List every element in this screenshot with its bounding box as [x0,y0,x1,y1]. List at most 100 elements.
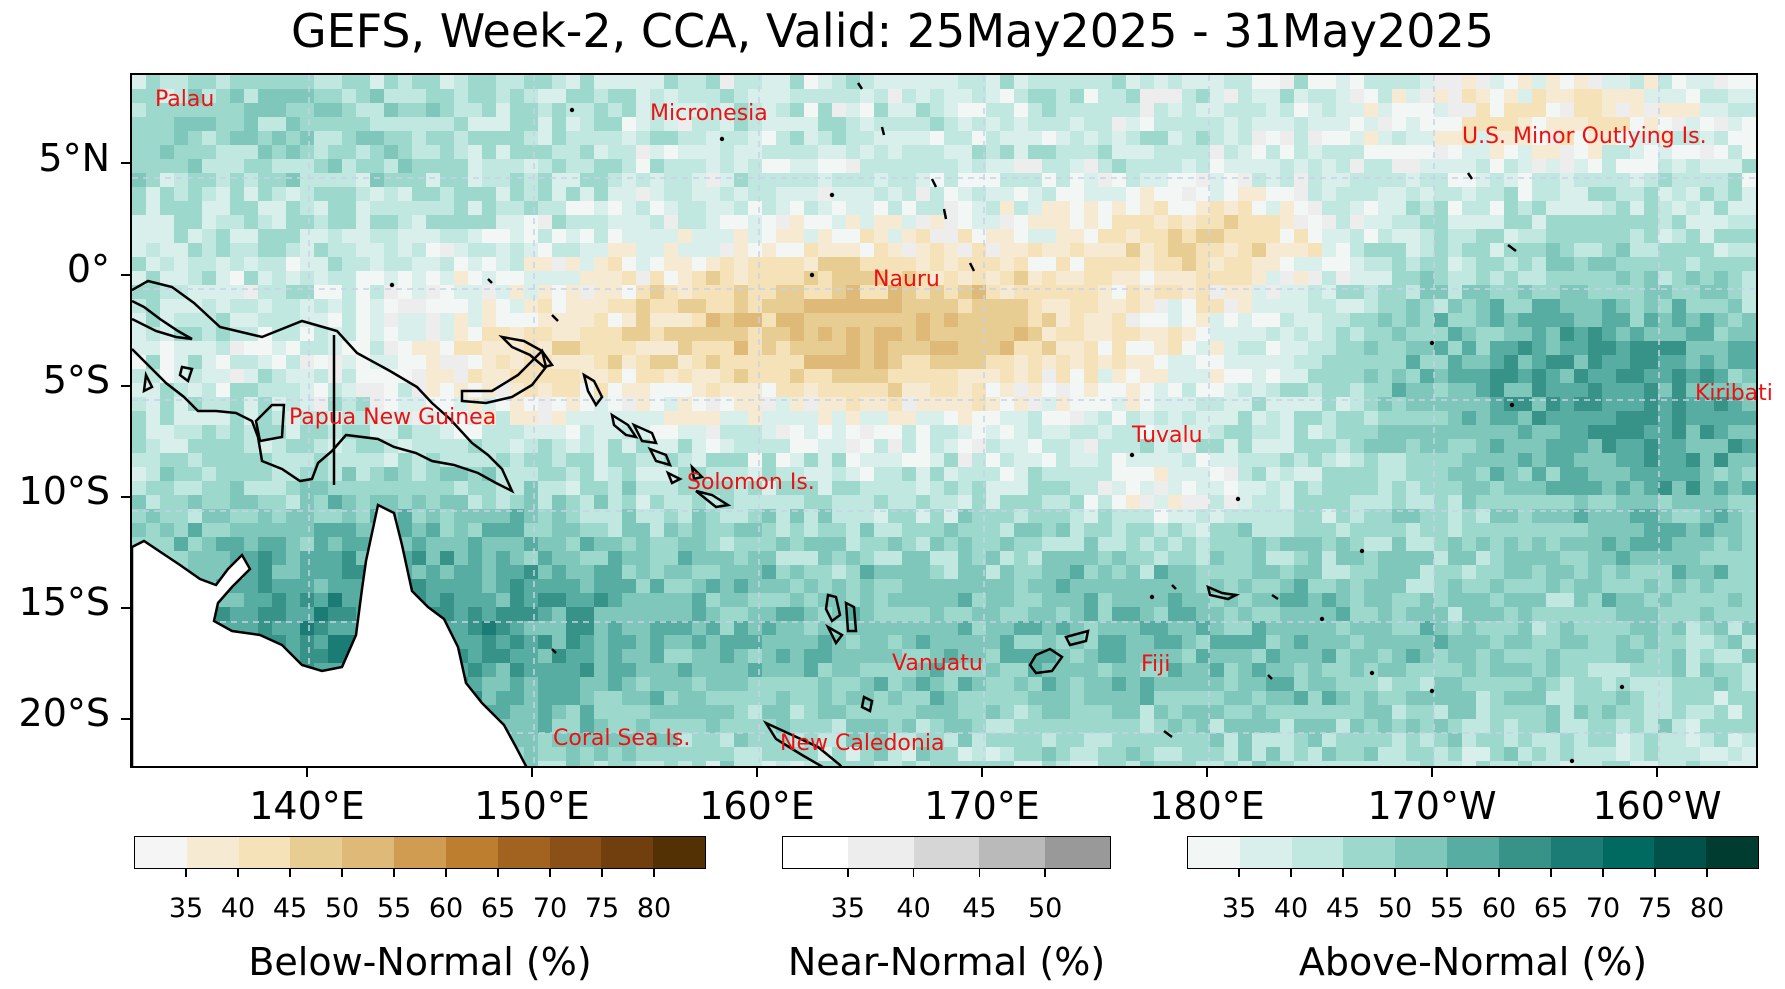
probability-cell [1616,229,1630,243]
probability-cell [1238,579,1252,593]
probability-cell [1504,621,1518,635]
probability-cell [678,75,692,89]
probability-cell [132,243,146,257]
probability-cell [174,481,188,495]
probability-cell [314,103,328,117]
probability-cell [734,159,748,173]
probability-cell [622,369,636,383]
probability-cell [1686,495,1700,509]
probability-cell [846,635,860,649]
probability-cell [958,117,972,131]
probability-cell [188,159,202,173]
probability-cell [1350,425,1364,439]
probability-cell [622,201,636,215]
probability-cell [1028,481,1042,495]
probability-cell [888,243,902,257]
probability-cell [202,75,216,89]
probability-cell [818,187,832,201]
probability-cell [538,229,552,243]
probability-cell [1238,257,1252,271]
probability-cell [1140,229,1154,243]
probability-cell [342,369,356,383]
probability-cell [1294,355,1308,369]
probability-cell [1602,593,1616,607]
probability-cell [1322,607,1336,621]
probability-cell [1658,271,1672,285]
probability-cell [622,439,636,453]
probability-cell [720,131,734,145]
probability-cell [146,173,160,187]
probability-cell [1098,271,1112,285]
probability-cell [1280,173,1294,187]
probability-cell [1364,579,1378,593]
probability-cell [314,313,328,327]
probability-cell [1154,229,1168,243]
probability-cell [1364,411,1378,425]
probability-cell [1378,481,1392,495]
probability-cell [272,509,286,523]
probability-cell [692,285,706,299]
probability-cell [384,103,398,117]
probability-cell [1658,341,1672,355]
probability-cell [1336,215,1350,229]
probability-cell [1098,257,1112,271]
probability-cell [1378,257,1392,271]
probability-cell [1462,75,1476,89]
probability-cell [1042,411,1056,425]
probability-cell [314,565,328,579]
probability-cell [1616,467,1630,481]
probability-cell [510,103,524,117]
probability-cell [1154,369,1168,383]
probability-cell [1014,215,1028,229]
probability-cell [244,103,258,117]
probability-cell [1378,369,1392,383]
probability-cell [636,89,650,103]
probability-cell [1322,299,1336,313]
probability-cell [720,411,734,425]
probability-cell [398,341,412,355]
probability-cell [832,579,846,593]
probability-cell [1714,271,1728,285]
probability-cell [398,89,412,103]
probability-cell [692,75,706,89]
probability-cell [188,495,202,509]
probability-cell [1588,341,1602,355]
probability-cell [1448,467,1462,481]
probability-cell [846,173,860,187]
probability-cell [1210,537,1224,551]
probability-cell [1616,495,1630,509]
probability-cell [1504,243,1518,257]
probability-cell [608,271,622,285]
probability-cell [846,117,860,131]
probability-cell [1392,411,1406,425]
probability-cell [1672,327,1686,341]
probability-cell [1364,649,1378,663]
probability-cell [790,173,804,187]
probability-cell [552,481,566,495]
probability-cell [776,579,790,593]
probability-cell [244,89,258,103]
probability-cell [1378,103,1392,117]
probability-cell [1560,635,1574,649]
probability-cell [1098,201,1112,215]
probability-cell [804,75,818,89]
probability-cell [1476,537,1490,551]
probability-cell [888,145,902,159]
probability-cell [1238,663,1252,677]
probability-cell [1252,579,1266,593]
probability-cell [846,369,860,383]
probability-cell [1700,537,1714,551]
probability-cell [1238,481,1252,495]
probability-cell [552,131,566,145]
probability-cell [552,243,566,257]
probability-cell [1014,523,1028,537]
probability-cell [1476,131,1490,145]
probability-cell [1406,383,1420,397]
probability-cell [244,481,258,495]
probability-cell [1392,383,1406,397]
probability-cell [174,131,188,145]
probability-cell [1616,453,1630,467]
probability-cell [776,103,790,117]
probability-cell [566,621,580,635]
probability-cell [776,243,790,257]
